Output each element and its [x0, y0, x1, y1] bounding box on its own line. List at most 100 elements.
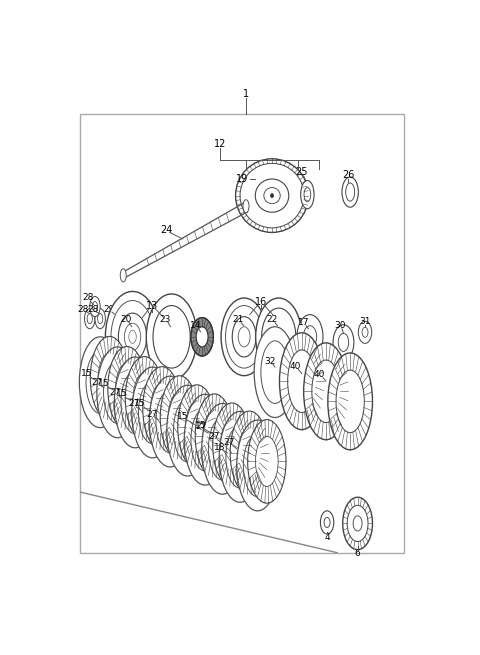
Text: 26: 26 — [342, 170, 355, 180]
Ellipse shape — [160, 376, 199, 459]
Ellipse shape — [256, 298, 302, 376]
Ellipse shape — [208, 417, 237, 480]
Ellipse shape — [79, 337, 121, 428]
Ellipse shape — [238, 428, 261, 478]
Ellipse shape — [116, 364, 138, 413]
Text: 15: 15 — [134, 400, 146, 409]
Text: 27: 27 — [92, 378, 103, 386]
Ellipse shape — [324, 517, 330, 527]
Text: 40: 40 — [314, 369, 325, 379]
Ellipse shape — [226, 305, 263, 368]
Bar — [81, 114, 404, 553]
Ellipse shape — [146, 294, 197, 380]
Ellipse shape — [108, 346, 146, 430]
Ellipse shape — [312, 360, 340, 422]
Ellipse shape — [153, 305, 190, 368]
Ellipse shape — [300, 181, 314, 209]
Ellipse shape — [173, 400, 202, 462]
Text: 15: 15 — [195, 421, 206, 430]
Ellipse shape — [151, 383, 173, 434]
Ellipse shape — [167, 385, 208, 476]
Ellipse shape — [333, 325, 354, 360]
Ellipse shape — [119, 313, 147, 360]
Ellipse shape — [184, 394, 226, 485]
Ellipse shape — [143, 367, 181, 450]
Ellipse shape — [84, 309, 95, 329]
Text: 24: 24 — [160, 225, 172, 235]
Ellipse shape — [86, 351, 114, 413]
Text: 27: 27 — [146, 410, 158, 419]
Ellipse shape — [248, 420, 286, 503]
Ellipse shape — [338, 333, 348, 352]
Ellipse shape — [95, 309, 106, 329]
Ellipse shape — [178, 385, 216, 468]
Ellipse shape — [226, 426, 254, 488]
Ellipse shape — [219, 411, 261, 502]
Ellipse shape — [106, 291, 160, 383]
Ellipse shape — [202, 403, 243, 494]
Text: 21: 21 — [232, 315, 243, 324]
Ellipse shape — [87, 314, 92, 324]
Ellipse shape — [125, 356, 164, 440]
Ellipse shape — [129, 330, 136, 343]
Text: 28: 28 — [77, 305, 89, 314]
Ellipse shape — [149, 376, 191, 467]
Ellipse shape — [97, 314, 103, 324]
Ellipse shape — [221, 298, 267, 376]
Ellipse shape — [203, 411, 226, 460]
Text: 14: 14 — [190, 321, 202, 330]
Text: 12: 12 — [214, 139, 226, 149]
Text: 22: 22 — [266, 315, 277, 324]
Ellipse shape — [262, 308, 296, 365]
Ellipse shape — [120, 269, 126, 282]
Ellipse shape — [191, 409, 219, 471]
Text: 15: 15 — [116, 389, 127, 398]
Ellipse shape — [139, 381, 167, 443]
Ellipse shape — [255, 436, 278, 487]
Text: 4: 4 — [324, 533, 330, 542]
Ellipse shape — [279, 333, 324, 430]
Text: 19: 19 — [236, 174, 249, 185]
Text: 28: 28 — [82, 293, 94, 303]
Ellipse shape — [232, 316, 256, 357]
Ellipse shape — [111, 301, 154, 373]
Text: 20: 20 — [120, 315, 132, 324]
Text: 32: 32 — [264, 356, 276, 365]
Ellipse shape — [92, 301, 97, 312]
Ellipse shape — [304, 187, 311, 202]
Text: 30: 30 — [334, 321, 346, 330]
Text: 15: 15 — [177, 412, 189, 421]
Ellipse shape — [343, 497, 372, 550]
Text: 23: 23 — [159, 315, 171, 324]
Ellipse shape — [98, 353, 121, 403]
Text: 25: 25 — [296, 168, 308, 178]
Ellipse shape — [303, 326, 317, 348]
Text: 15: 15 — [81, 369, 93, 378]
Ellipse shape — [112, 313, 118, 324]
Ellipse shape — [195, 394, 234, 477]
Text: 27: 27 — [195, 422, 206, 431]
Text: 40: 40 — [289, 362, 301, 371]
Text: 13: 13 — [146, 301, 158, 310]
Ellipse shape — [254, 327, 296, 417]
Text: 1: 1 — [243, 88, 249, 99]
Text: 6: 6 — [355, 549, 360, 558]
Ellipse shape — [186, 402, 208, 451]
Ellipse shape — [359, 321, 372, 343]
Ellipse shape — [156, 390, 184, 453]
Ellipse shape — [132, 367, 173, 458]
Ellipse shape — [124, 323, 141, 350]
Ellipse shape — [347, 505, 368, 542]
Ellipse shape — [191, 318, 213, 356]
Ellipse shape — [168, 392, 191, 443]
Ellipse shape — [237, 420, 278, 511]
Ellipse shape — [362, 328, 368, 337]
Ellipse shape — [243, 200, 249, 213]
Text: 28: 28 — [87, 305, 98, 314]
Ellipse shape — [304, 343, 348, 440]
Ellipse shape — [264, 187, 280, 204]
Ellipse shape — [255, 179, 289, 212]
Ellipse shape — [230, 411, 268, 495]
Ellipse shape — [121, 371, 149, 434]
Ellipse shape — [97, 347, 139, 438]
